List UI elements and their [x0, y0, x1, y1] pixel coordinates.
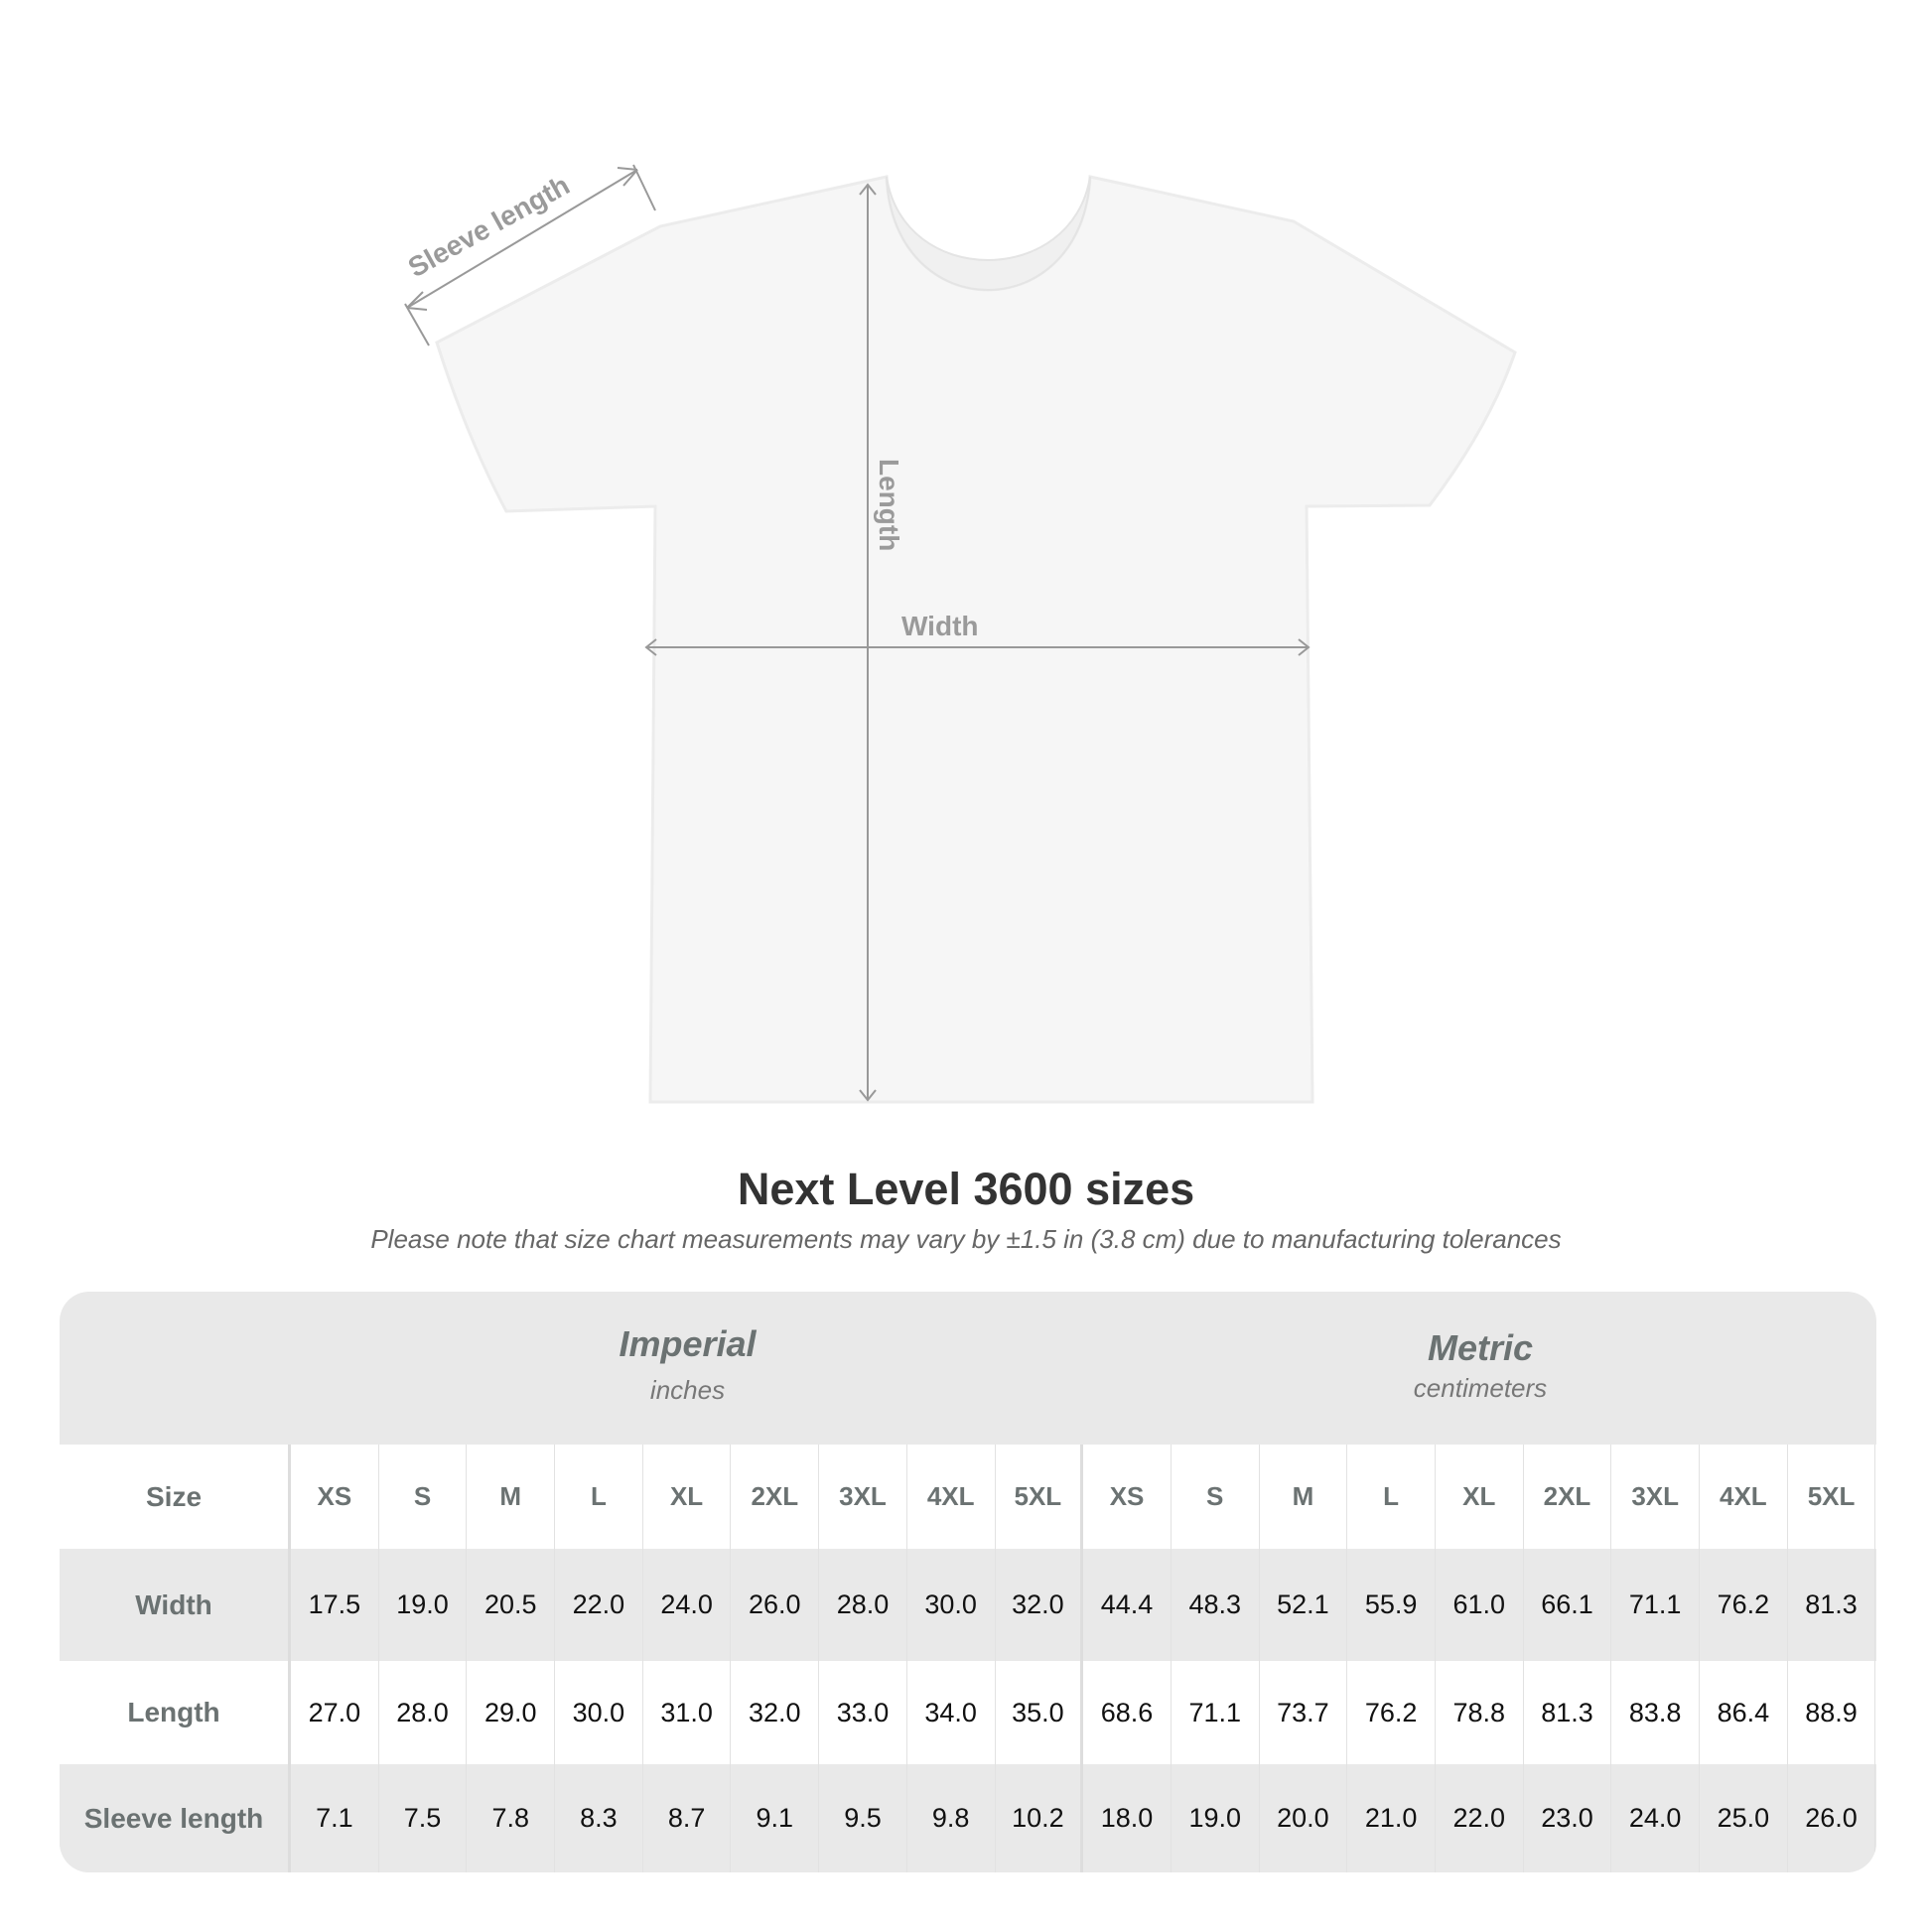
size-header-cell: 5XL — [996, 1445, 1084, 1549]
imperial-cell: 20.5 — [467, 1549, 556, 1661]
table-row: Length 27.0 28.0 29.0 30.0 31.0 32.0 33.0 34.0 35… — [60, 1661, 1876, 1764]
imperial-cell: 9.5 — [819, 1764, 907, 1872]
imperial-cell: 28.0 — [379, 1661, 468, 1764]
metric-cell: 26.0 — [1788, 1764, 1876, 1872]
size-header-cell: L — [1347, 1445, 1436, 1549]
size-chart-table: Imperial inches Metric centimeters Size X… — [60, 1292, 1876, 1872]
metric-cell: 68.6 — [1083, 1661, 1172, 1764]
metric-cell: 52.1 — [1260, 1549, 1348, 1661]
imperial-cell: 8.3 — [555, 1764, 643, 1872]
size-header-cell: 2XL — [731, 1445, 820, 1549]
size-header-cell: M — [467, 1445, 556, 1549]
imperial-cell: 26.0 — [731, 1549, 820, 1661]
metric-cell: 81.3 — [1788, 1549, 1876, 1661]
metric-cell: 24.0 — [1611, 1764, 1700, 1872]
imperial-cell: 19.0 — [379, 1549, 468, 1661]
metric-cell: 71.1 — [1172, 1661, 1260, 1764]
imperial-cell: 29.0 — [467, 1661, 556, 1764]
metric-cell: 86.4 — [1700, 1661, 1788, 1764]
metric-cell: 22.0 — [1436, 1764, 1524, 1872]
metric-cell: 81.3 — [1524, 1661, 1612, 1764]
page-title: Next Level 3600 sizes — [737, 1164, 1195, 1214]
imperial-cell: 9.1 — [731, 1764, 820, 1872]
sleeve-length-label: Sleeve length — [403, 170, 575, 284]
row-label: Size — [60, 1445, 291, 1549]
size-header-cell: 4XL — [1700, 1445, 1788, 1549]
metric-cell: 76.2 — [1700, 1549, 1788, 1661]
imperial-cell: 30.0 — [907, 1549, 996, 1661]
imperial-cell: 32.0 — [996, 1549, 1084, 1661]
tolerance-note: Please note that size chart measurements… — [370, 1224, 1562, 1254]
metric-cell: 61.0 — [1436, 1549, 1524, 1661]
imperial-cell: 27.0 — [291, 1661, 379, 1764]
imperial-cell: 8.7 — [643, 1764, 732, 1872]
size-header-cell: 2XL — [1524, 1445, 1612, 1549]
size-header-cell: 3XL — [819, 1445, 907, 1549]
sleeve-measure-line — [406, 169, 638, 309]
row-label: Sleeve length — [60, 1764, 291, 1872]
table-row: Sleeve length 7.1 7.5 7.8 8.3 8.7 9.1 9.5 9.8 10.… — [60, 1764, 1876, 1872]
metric-header: Metric centimeters — [1084, 1292, 1876, 1445]
size-header-cell: XL — [1436, 1445, 1524, 1549]
metric-cell: 20.0 — [1260, 1764, 1348, 1872]
imperial-cell: 7.1 — [291, 1764, 379, 1872]
size-header-cell: XS — [291, 1445, 379, 1549]
tshirt-diagram: Sleeve length Length Width — [403, 164, 1517, 1104]
size-header-cell: 5XL — [1788, 1445, 1876, 1549]
imperial-cell: 10.2 — [996, 1764, 1084, 1872]
metric-cell: 78.8 — [1436, 1661, 1524, 1764]
imperial-cell: 7.5 — [379, 1764, 468, 1872]
metric-cell: 71.1 — [1611, 1549, 1700, 1661]
imperial-cell: 34.0 — [907, 1661, 996, 1764]
imperial-cell: 35.0 — [996, 1661, 1084, 1764]
metric-cell: 66.1 — [1524, 1549, 1612, 1661]
metric-cell: 25.0 — [1700, 1764, 1788, 1872]
collar — [886, 176, 1091, 291]
imperial-header: Imperial inches — [291, 1292, 1084, 1445]
metric-unit: centimeters — [1413, 1373, 1548, 1403]
imperial-cell: 7.8 — [467, 1764, 556, 1872]
metric-title: Metric — [1427, 1327, 1534, 1368]
size-header-cell: XS — [1083, 1445, 1172, 1549]
metric-cell: 76.2 — [1347, 1661, 1436, 1764]
imperial-cell: 9.8 — [907, 1764, 996, 1872]
metric-cell: 19.0 — [1172, 1764, 1260, 1872]
size-header-cell: L — [555, 1445, 643, 1549]
metric-cell: 23.0 — [1524, 1764, 1612, 1872]
imperial-title: Imperial — [619, 1323, 757, 1364]
metric-cell: 48.3 — [1172, 1549, 1260, 1661]
imperial-cell: 22.0 — [555, 1549, 643, 1661]
metric-cell: 83.8 — [1611, 1661, 1700, 1764]
metric-cell: 55.9 — [1347, 1549, 1436, 1661]
row-label: Length — [60, 1661, 291, 1764]
metric-cell: 18.0 — [1083, 1764, 1172, 1872]
table-row: Width 17.5 19.0 20.5 22.0 24.0 26.0 28.0 30.0 32.… — [60, 1549, 1876, 1661]
length-label: Length — [874, 459, 904, 551]
metric-cell: 21.0 — [1347, 1764, 1436, 1872]
metric-cell: 73.7 — [1260, 1661, 1348, 1764]
size-header-cell: 4XL — [907, 1445, 996, 1549]
imperial-cell: 28.0 — [819, 1549, 907, 1661]
imperial-cell: 33.0 — [819, 1661, 907, 1764]
size-header-cell: M — [1260, 1445, 1348, 1549]
size-header-cell: S — [1172, 1445, 1260, 1549]
imperial-cell: 31.0 — [643, 1661, 732, 1764]
imperial-unit: inches — [649, 1375, 726, 1405]
imperial-cell: 17.5 — [291, 1549, 379, 1661]
row-label: Width — [60, 1549, 291, 1661]
width-label: Width — [901, 611, 979, 641]
imperial-cell: 32.0 — [731, 1661, 820, 1764]
imperial-cell: 30.0 — [555, 1661, 643, 1764]
size-header-cell: 3XL — [1611, 1445, 1700, 1549]
size-header-row: Size XS S M L XL 2XL 3XL 4XL 5XL XS S M L XL 2XL 3XL 4XL 5… — [60, 1445, 1876, 1549]
imperial-cell: 24.0 — [643, 1549, 732, 1661]
size-header-cell: S — [379, 1445, 468, 1549]
metric-cell: 88.9 — [1788, 1661, 1876, 1764]
metric-cell: 44.4 — [1083, 1549, 1172, 1661]
size-header-cell: XL — [643, 1445, 732, 1549]
